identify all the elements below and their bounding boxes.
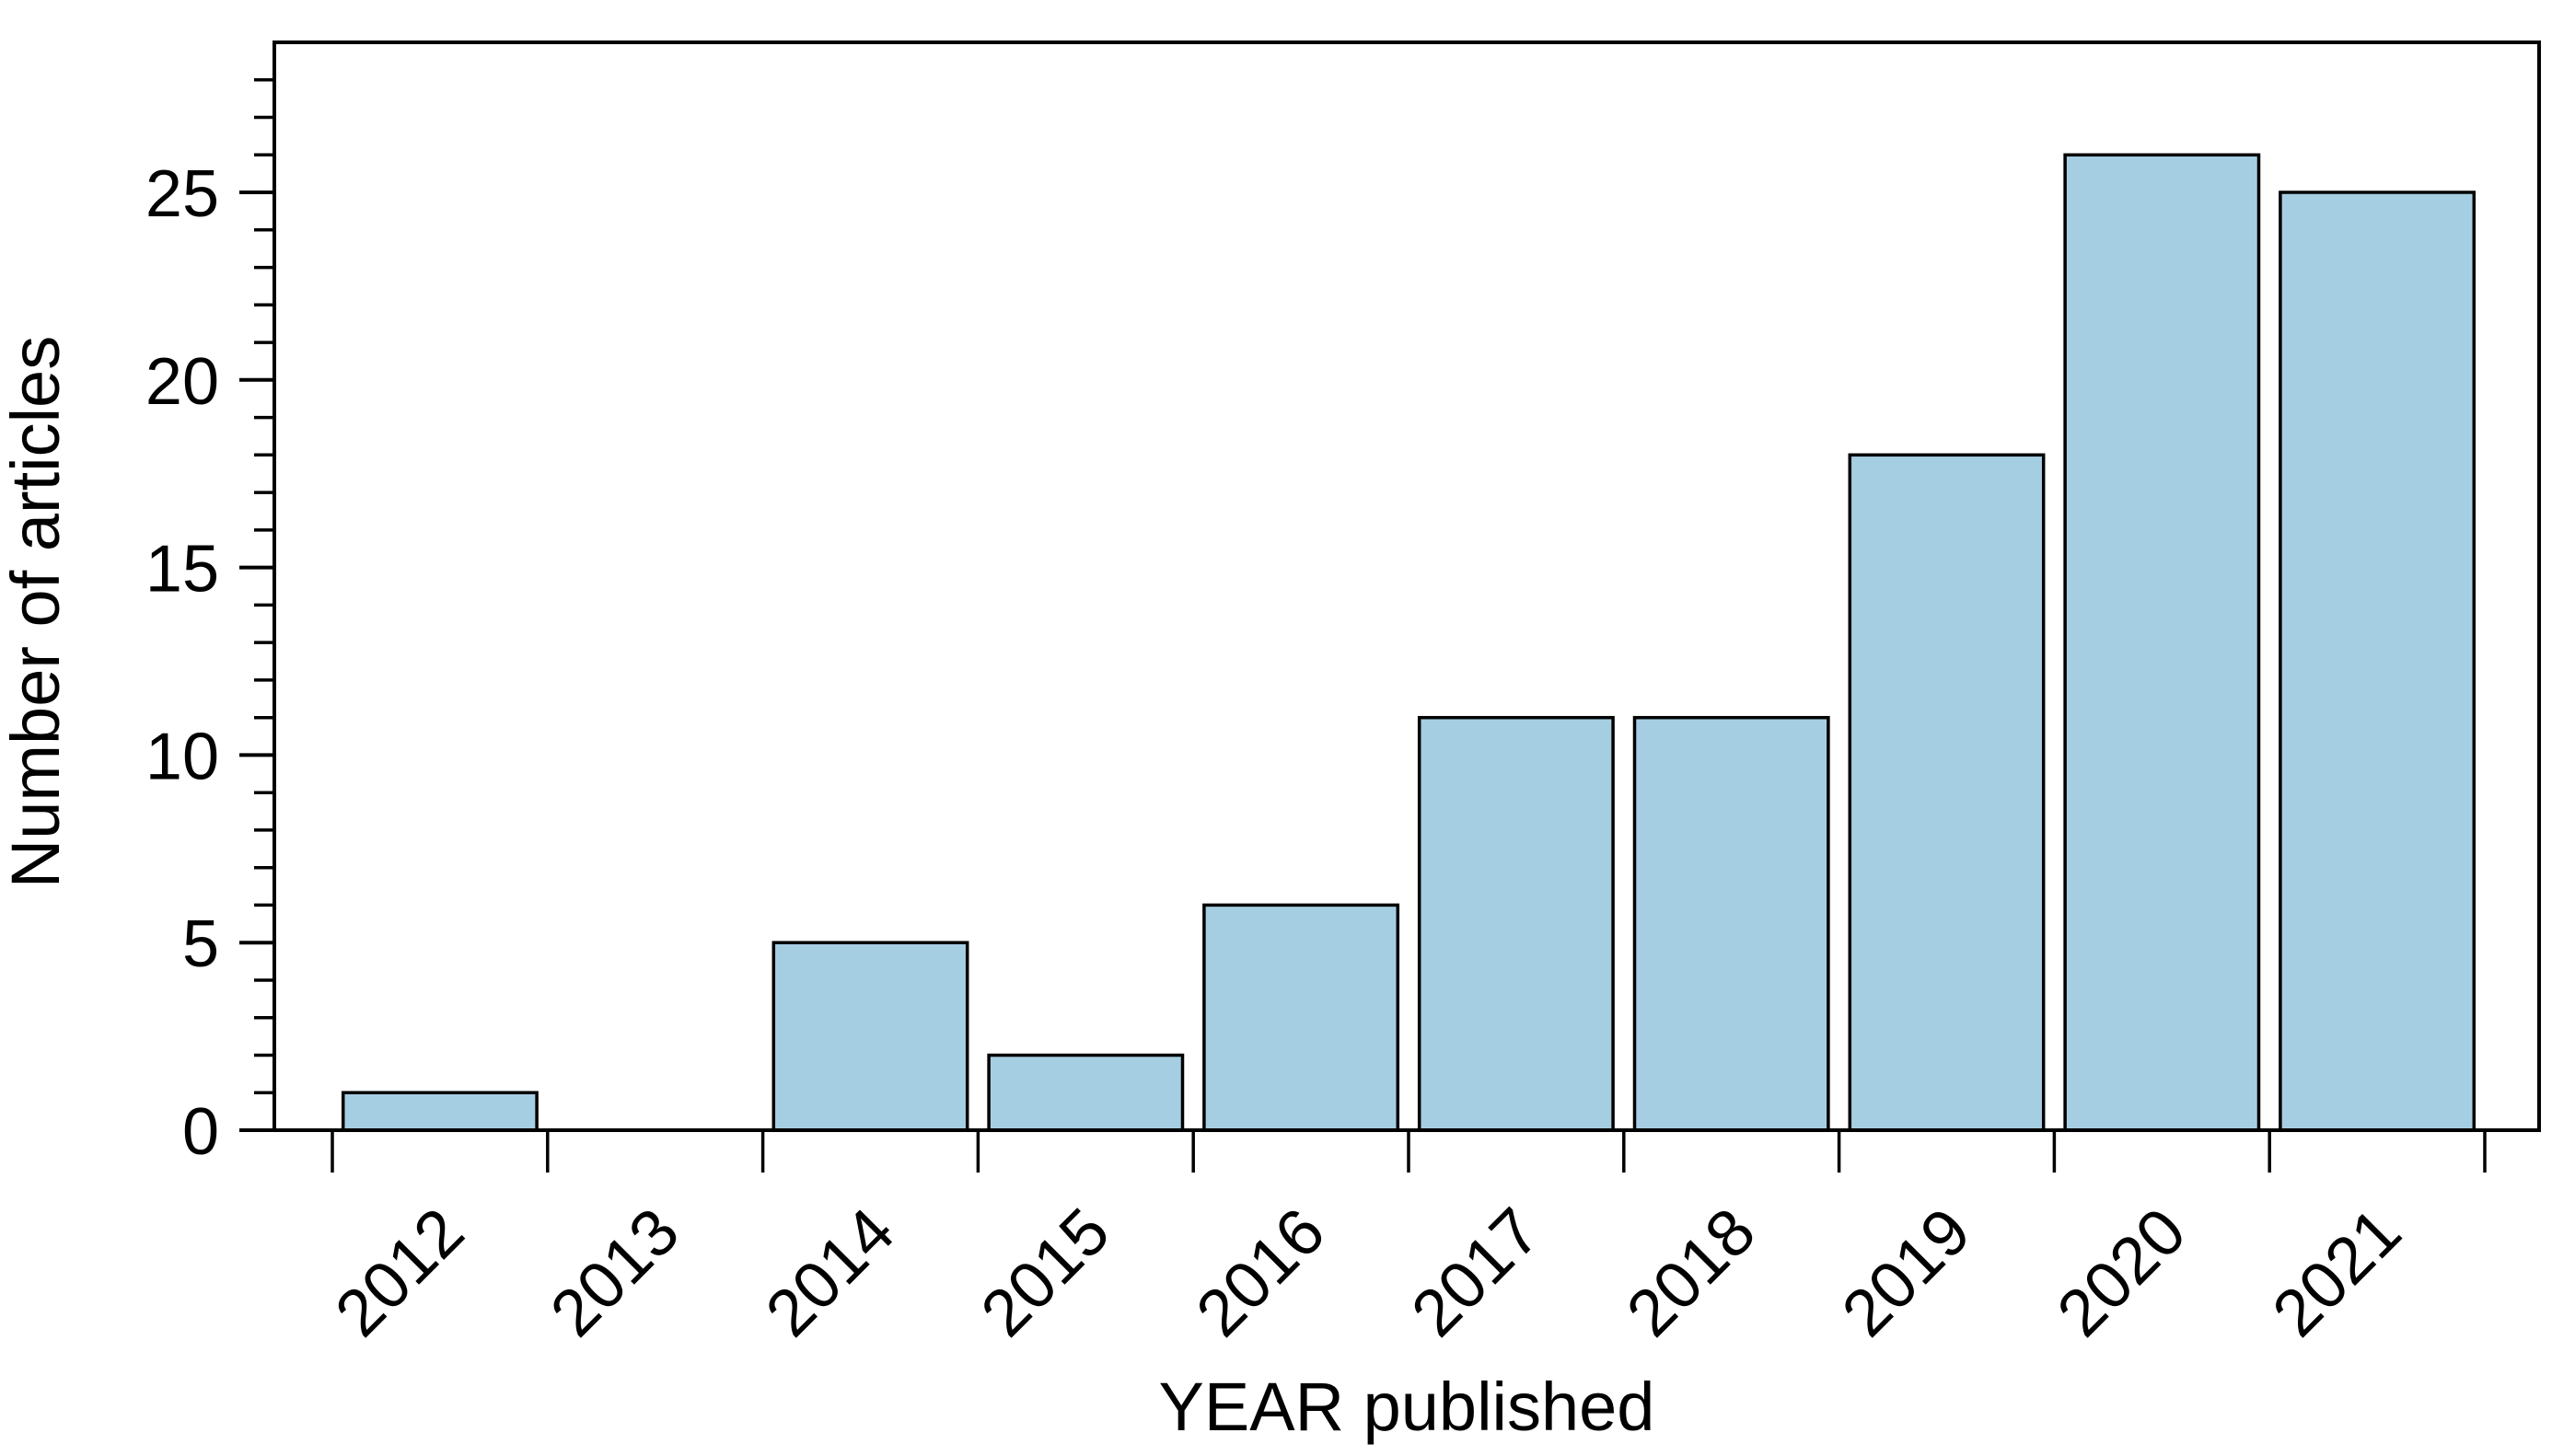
x-tick-label-2019: 2019	[1828, 1195, 1985, 1351]
x-tick-label-2015: 2015	[968, 1195, 1124, 1351]
bar-2021	[2279, 191, 2476, 1132]
x-tick-label-2012: 2012	[321, 1195, 478, 1351]
x-tick-label-2021: 2021	[2259, 1195, 2416, 1351]
y-tick-label-5: 5	[182, 907, 219, 981]
y-axis-title: Number of articles	[0, 336, 74, 888]
x-tick-label-2020: 2020	[2044, 1195, 2200, 1351]
y-tick-label-15: 15	[145, 533, 219, 607]
bars-layer	[341, 153, 2476, 1132]
y-tick-label-20: 20	[145, 345, 219, 419]
bar-2020	[2063, 153, 2261, 1132]
y-tick-label-25: 25	[145, 157, 219, 231]
x-tick-label-2018: 2018	[1613, 1195, 1769, 1351]
x-tick-label-2014: 2014	[752, 1195, 909, 1351]
x-tick-label-2017: 2017	[1398, 1195, 1554, 1351]
y-tick-label-0: 0	[182, 1095, 219, 1169]
x-tick-label-2016: 2016	[1183, 1195, 1340, 1351]
bar-2016	[1202, 903, 1400, 1132]
bar-2015	[987, 1053, 1185, 1132]
bar-2018	[1632, 715, 1830, 1132]
bar-2012	[341, 1091, 539, 1132]
plot-frame	[273, 40, 2541, 1132]
x-tick-label-2013: 2013	[537, 1195, 693, 1351]
y-tick-label-10: 10	[145, 720, 219, 793]
x-axis-title: YEAR published	[1159, 1369, 1655, 1445]
bar-2014	[771, 941, 969, 1132]
bar-2017	[1417, 715, 1615, 1132]
bar-2019	[1848, 453, 2046, 1132]
